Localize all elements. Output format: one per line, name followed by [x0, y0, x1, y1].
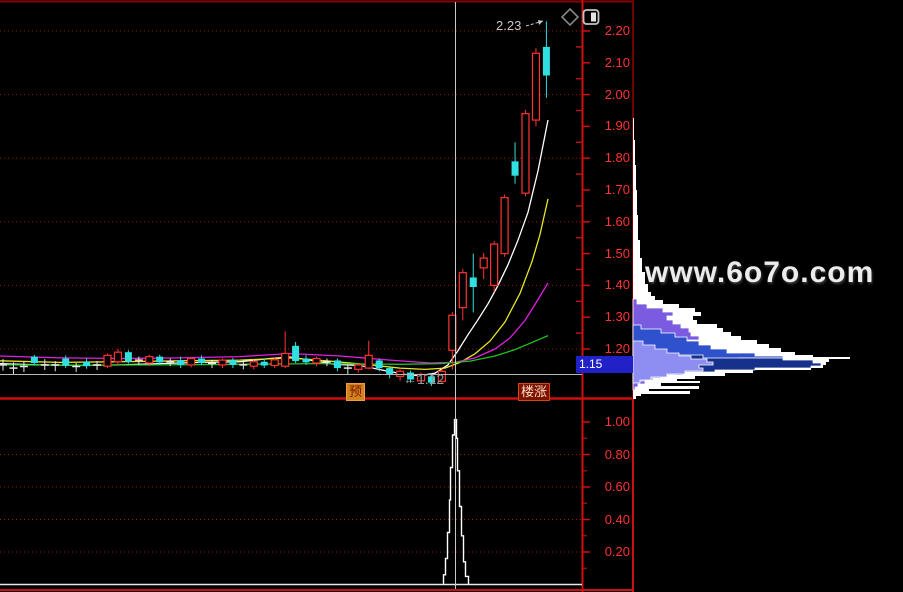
candle-up	[490, 243, 499, 286]
volume-profile-periwinkle	[632, 340, 714, 384]
price-tick-label: 1.90	[604, 118, 630, 134]
price-tick-label: 0.40	[604, 511, 630, 527]
MA-white	[0, 119, 549, 377]
price-tick-label: 2.20	[604, 23, 630, 38]
diamond-icon[interactable]	[559, 6, 581, 28]
candle-down	[375, 360, 383, 369]
candle-down	[30, 356, 38, 363]
crosshair-price-annotation: ←1.12	[403, 371, 445, 387]
candle-up	[437, 370, 446, 383]
candle-up	[458, 272, 467, 309]
candle-down	[177, 360, 185, 365]
candle-up	[218, 359, 227, 366]
candle-up	[364, 354, 373, 369]
candle-down	[333, 360, 341, 369]
candle-down	[292, 345, 300, 362]
price-tick-label: 1.20	[604, 341, 630, 356]
signal-badge-pre: 预	[346, 383, 366, 401]
panel-toggle-icon[interactable]	[582, 8, 600, 26]
candle-down	[469, 277, 477, 287]
candle-down	[542, 46, 550, 76]
candle-up	[187, 357, 196, 366]
MA-green	[0, 335, 549, 366]
candle-up	[354, 364, 363, 370]
price-tick-label: 1.40	[604, 277, 630, 293]
candle-up	[145, 356, 154, 364]
candle-down	[386, 368, 394, 375]
candle-up	[521, 113, 530, 194]
price-tick-label: 0.80	[604, 446, 630, 462]
signal-badge-rise: 楼涨	[518, 383, 551, 401]
candle-down	[302, 358, 310, 363]
candle-down	[62, 358, 70, 366]
last-price-tag: 1.15	[576, 356, 633, 373]
candle-down	[124, 352, 132, 362]
peak-price-annotation: 2.23	[496, 18, 522, 33]
candle-down	[427, 376, 435, 383]
candle-up	[249, 361, 258, 367]
candle-down	[229, 360, 237, 365]
candle-up	[113, 351, 123, 363]
price-axis: 2.20 2.10 2.00 1.90 1.80 1.70 1.60 1.50 1.40 1.30…	[584, 0, 632, 592]
candle-down	[156, 356, 164, 363]
candle-up	[531, 52, 541, 121]
price-tick-label: 1.80	[604, 150, 630, 166]
price-tick-label: 1.30	[604, 309, 630, 325]
candle-up	[270, 359, 279, 367]
price-tick-label: 1.00	[604, 414, 630, 429]
price-tick-label: 0.20	[604, 544, 630, 559]
candle-up	[396, 370, 405, 377]
candle-up	[448, 314, 457, 351]
candle-up	[103, 354, 112, 367]
price-tick-label: 2.00	[604, 86, 630, 102]
candle-down	[198, 358, 206, 363]
candle-up	[479, 257, 488, 269]
watermark-text: www.6o7o.com	[645, 256, 875, 289]
candle-down	[83, 361, 91, 367]
price-tick-label: 2.10	[604, 54, 630, 70]
peak-arrow	[525, 20, 544, 27]
price-tick-label: 1.70	[604, 182, 630, 197]
price-tick-label: 0.60	[604, 479, 630, 494]
candle-up	[500, 197, 509, 255]
candle-up	[312, 357, 321, 364]
candle-up	[281, 352, 290, 367]
price-tick-label: 1.50	[604, 245, 630, 261]
peak-arrow-head	[538, 20, 543, 25]
price-tick-label: 1.60	[604, 213, 630, 229]
candle-down	[407, 372, 415, 380]
candle-down	[511, 161, 519, 176]
candle-down	[260, 361, 268, 366]
